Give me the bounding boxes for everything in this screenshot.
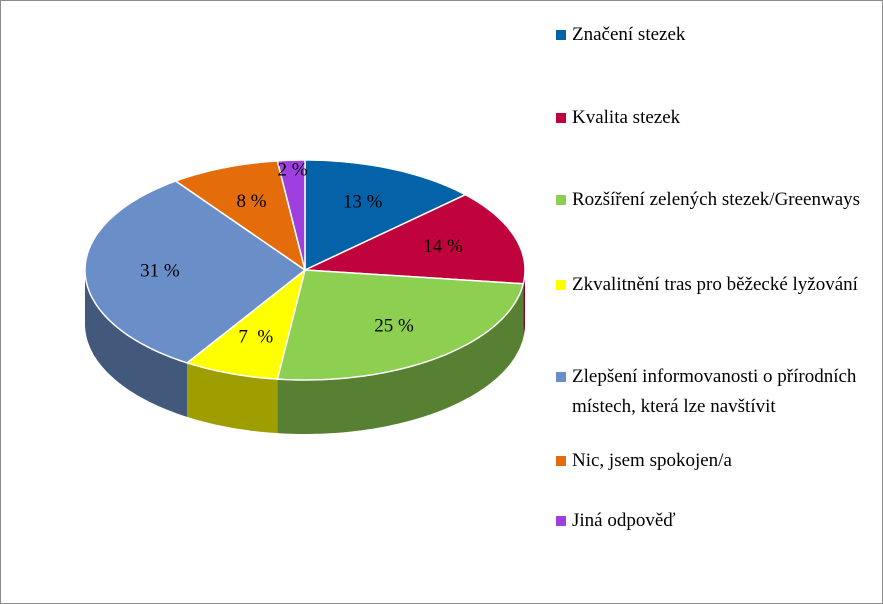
data-label: 7 % <box>238 327 273 348</box>
legend-item: Rozšíření zelených stezek/Greenways <box>556 185 882 215</box>
legend-swatch <box>556 30 566 40</box>
legend-item: Zlepšení informovanosti o přírodních mís… <box>556 362 882 422</box>
legend-swatch <box>556 456 566 466</box>
pie-slice-side <box>187 362 278 434</box>
legend-item: Kvalita stezek <box>556 103 882 133</box>
pie-slice-side <box>523 270 525 338</box>
legend-swatch <box>556 280 566 290</box>
legend-label: Značení stezek <box>572 24 686 45</box>
legend-item: Značení stezek <box>556 20 882 50</box>
pie-slice-side <box>277 283 524 434</box>
legend-label: Nic, jsem spokojen/a <box>572 450 732 471</box>
legend-swatch <box>556 113 566 123</box>
legend-swatch <box>556 195 566 205</box>
data-label: 14 % <box>423 236 463 257</box>
legend-label: Zlepšení informovanosti o přírodních mís… <box>572 366 857 417</box>
legend-label: Zkvalitnění tras pro běžecké lyžování <box>572 274 858 295</box>
legend-item: Jiná odpověď <box>556 506 882 536</box>
pie-slice <box>174 160 306 271</box>
legend-label: Jiná odpověď <box>572 510 676 531</box>
legend-swatch <box>556 516 566 526</box>
data-label: 2 % <box>278 160 308 181</box>
pie-slice <box>84 180 306 364</box>
legend-swatch <box>556 372 566 382</box>
data-label: 13 % <box>343 192 383 213</box>
data-label: 25 % <box>374 316 414 337</box>
pie-slice <box>304 159 467 271</box>
legend-label: Kvalita stezek <box>572 107 681 128</box>
legend-label: Rozšíření zelených stezek/Greenways <box>572 189 861 210</box>
data-label: 8 % <box>237 191 267 212</box>
pie-slice <box>186 269 306 380</box>
pie-slice <box>276 159 306 271</box>
pie-slice <box>276 269 525 381</box>
legend-item: Zkvalitnění tras pro běžecké lyžování <box>556 270 882 300</box>
pie-slice-side <box>85 270 188 417</box>
data-label: 31 % <box>140 261 180 282</box>
legend-item: Nic, jsem spokojen/a <box>556 446 882 476</box>
pie-slice <box>304 193 526 285</box>
